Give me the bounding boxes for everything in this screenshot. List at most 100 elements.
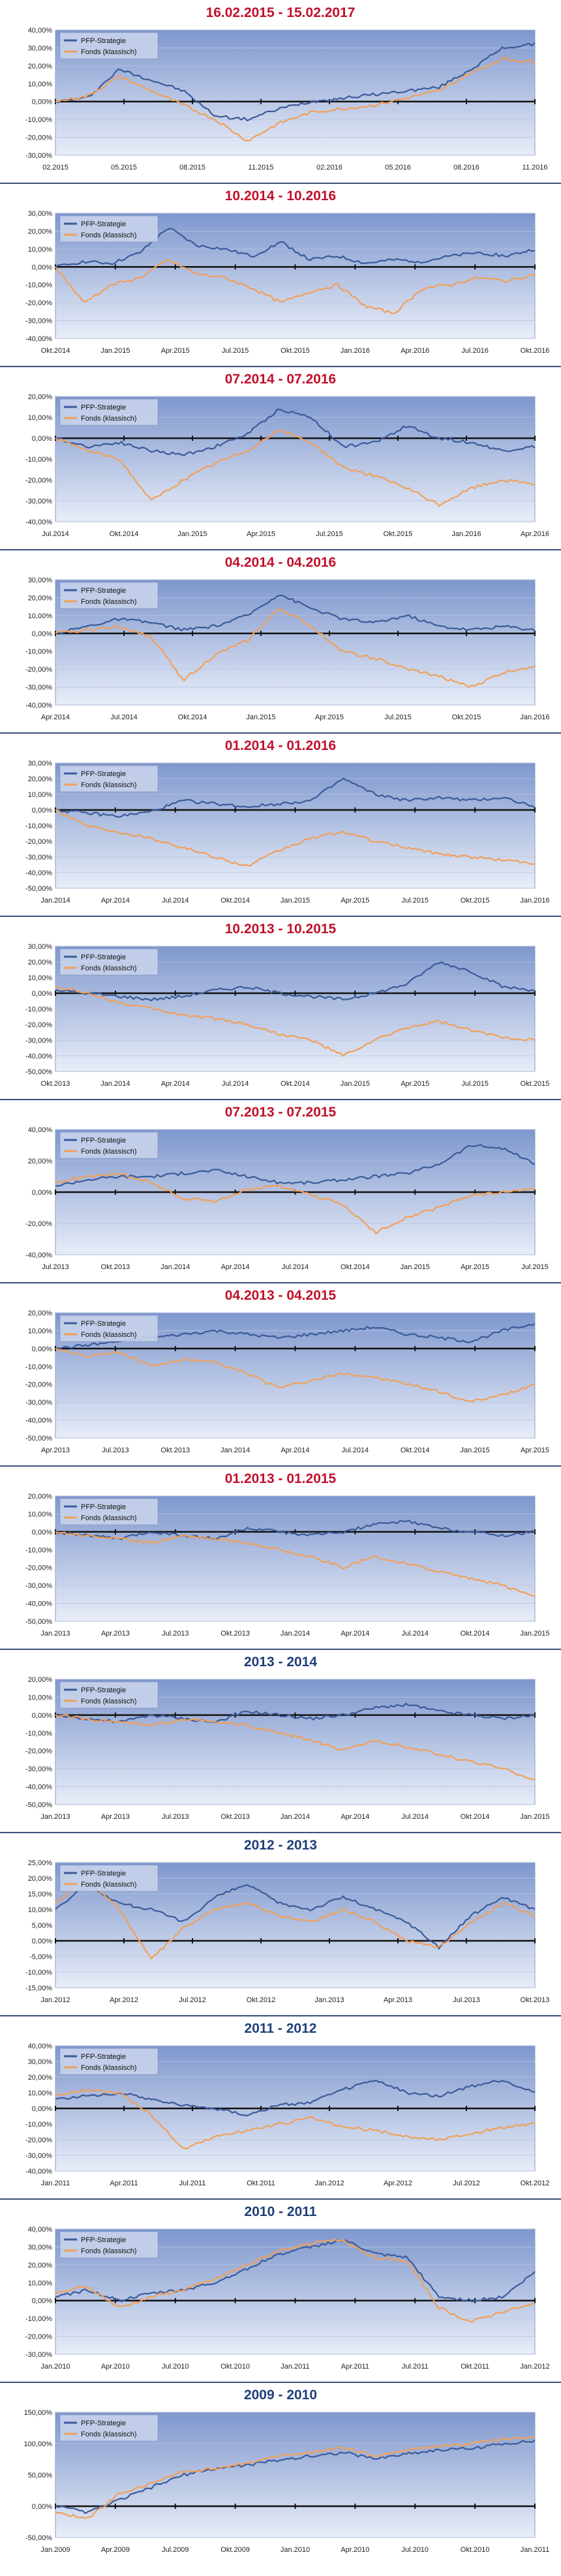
x-tick-label: Jul.2013 xyxy=(453,1996,480,2004)
series-line xyxy=(55,2239,536,2303)
x-tick-label: Jan.2015 xyxy=(280,897,310,905)
x-tick-label: Apr.2011 xyxy=(110,2179,138,2187)
y-tick-label: -10,00% xyxy=(25,1546,52,1554)
x-tick-label: Jan.2009 xyxy=(40,2546,70,2554)
x-tick-label: Jul.2016 xyxy=(461,347,489,355)
x-tick-label: Jan.2014 xyxy=(40,897,70,905)
x-tick-label: Apr.2014 xyxy=(341,1813,369,1821)
y-tick-label: -40,00% xyxy=(25,335,52,343)
x-tick-label: Jan.2015 xyxy=(520,1630,549,1638)
x-tick-label: Jul.2013 xyxy=(162,1813,189,1821)
x-tick-label: Okt.2014 xyxy=(41,347,70,355)
y-tick-label: 20,00% xyxy=(28,1875,53,1883)
legend-label: PFP-Strategie xyxy=(81,37,126,45)
chart-title: 10.2014 - 10.2016 xyxy=(224,188,337,203)
legend-label: Fonds (klassisch) xyxy=(81,2247,137,2255)
x-tick-label: Apr.2011 xyxy=(341,2363,369,2371)
legend-label: PFP-Strategie xyxy=(81,1320,126,1328)
y-tick-label: 20,00% xyxy=(28,594,53,602)
legend-label: Fonds (klassisch) xyxy=(81,232,137,239)
y-tick-label: -40,00% xyxy=(25,1784,52,1791)
y-tick-label: 25,00% xyxy=(28,1859,53,1867)
y-tick-label: 20,00% xyxy=(28,63,53,70)
chart-panel: 01.2014 - 01.2016 30,00% 20,00% 10,00% 0,00%… xyxy=(0,736,561,919)
legend-label: PFP-Strategie xyxy=(81,770,126,778)
chart-panel: 10.2013 - 10.2015 30,00% 20,00% 10,00% 0,00%… xyxy=(0,919,561,1102)
x-tick-label: 11.2015 xyxy=(249,164,274,172)
chart-title: 04.2014 - 04.2016 xyxy=(224,555,337,570)
x-tick-label: Jul.2014 xyxy=(401,1813,429,1821)
y-tick-label: -10,00% xyxy=(25,282,52,290)
y-tick-label: 20,00% xyxy=(28,393,53,401)
y-tick-label: -30,00% xyxy=(25,1582,52,1590)
y-tick-label: 30,00% xyxy=(28,44,53,52)
legend-box xyxy=(59,32,159,59)
y-tick-label: 10,00% xyxy=(28,1510,53,1518)
chart-panel: 04.2014 - 04.2016 30,00% 20,00% 10,00% 0,00%… xyxy=(0,552,561,736)
x-tick-label: Okt.2014 xyxy=(341,1263,370,1271)
x-tick-label: Apr.2012 xyxy=(110,1996,138,2004)
y-tick-label: -20,00% xyxy=(25,2136,52,2144)
series-line xyxy=(55,1876,536,1960)
x-tick-label: Jan.2011 xyxy=(280,2363,309,2371)
x-tick-label: Apr.2010 xyxy=(341,2546,369,2554)
x-tick-label: Apr.2013 xyxy=(41,1446,70,1454)
x-tick-label: Apr.2014 xyxy=(101,897,130,905)
chart-panel: 07.2013 - 07.2015 40,00% 20,00% 0,00% -20,00… xyxy=(0,1102,561,1285)
x-tick-label: Jul.2012 xyxy=(179,1996,206,2004)
series-line xyxy=(55,2239,536,2323)
legend-label: PFP-Strategie xyxy=(81,2419,126,2427)
legend-box xyxy=(59,1865,159,1892)
legend-box xyxy=(59,1681,159,1709)
y-tick-label: -20,00% xyxy=(25,1381,52,1389)
y-tick-label: -30,00% xyxy=(25,1399,52,1407)
series-line xyxy=(55,1714,536,1780)
x-tick-label: Okt.2009 xyxy=(220,2546,250,2554)
y-tick-label: -20,00% xyxy=(25,838,52,846)
chart-title: 2013 - 2014 xyxy=(243,1655,318,1670)
x-tick-label: Okt.2010 xyxy=(220,2363,250,2371)
y-tick-label: -30,00% xyxy=(25,318,52,325)
legend-label: Fonds (klassisch) xyxy=(81,965,137,972)
y-tick-label: 30,00% xyxy=(28,210,53,218)
legend-label: Fonds (klassisch) xyxy=(81,415,137,423)
chart-svg: 40,00% 30,00% 20,00% 10,00% 0,00% -10,00% -20,… xyxy=(25,2043,549,2187)
x-tick-label: Jul.2015 xyxy=(316,530,343,538)
x-tick-label: Jan.2014 xyxy=(100,1080,130,1088)
y-tick-label: -30,00% xyxy=(25,684,52,692)
legend-box xyxy=(59,1498,159,1525)
x-tick-label: Jan.2014 xyxy=(280,1630,310,1638)
y-tick-label: -40,00% xyxy=(25,1251,52,1259)
y-tick-label: 10,00% xyxy=(28,80,53,88)
x-tick-label: Jul.2014 xyxy=(401,1630,429,1638)
legend-label: PFP-Strategie xyxy=(81,2236,126,2244)
x-tick-label: Jan.2016 xyxy=(520,897,549,905)
chart-panel: 10.2014 - 10.2016 30,00% 20,00% 10,00% 0,00%… xyxy=(0,186,561,369)
series-line xyxy=(55,777,536,818)
x-tick-label: Apr.2012 xyxy=(384,2179,412,2187)
chart-svg: 40,00% 30,00% 20,00% 10,00% 0,00% -10,00% -20,… xyxy=(25,2226,550,2371)
y-tick-label: -30,00% xyxy=(25,2152,52,2160)
legend-label: Fonds (klassisch) xyxy=(81,48,137,56)
x-tick-label: Jul.2010 xyxy=(162,2363,189,2371)
panel-divider xyxy=(0,1832,561,1833)
y-tick-label: 0,00% xyxy=(32,2503,52,2511)
chart-panel: 2009 - 2010 150,00% 100,00% 50,00% 0,00% -50,… xyxy=(0,2385,561,2568)
chart-svg: 20,00% 10,00% 0,00% -10,00% -20,00% -30,00% -4… xyxy=(25,1493,550,1638)
panel-divider xyxy=(0,1099,561,1100)
y-tick-label: -10,00% xyxy=(25,1730,52,1737)
y-tick-label: 0,00% xyxy=(32,2298,52,2305)
y-tick-label: -10,00% xyxy=(25,1363,52,1371)
y-tick-label: 0,00% xyxy=(32,630,52,638)
legend-box xyxy=(59,2231,159,2258)
x-tick-label: Okt.2014 xyxy=(461,1813,490,1821)
legend-label: PFP-Strategie xyxy=(81,2053,126,2061)
panel-divider xyxy=(0,1282,561,1283)
legend-label: Fonds (klassisch) xyxy=(81,781,137,789)
chart-panel: 16.02.2015 - 15.02.2017 40,00% 30,00% 20,00… xyxy=(0,3,561,186)
chart-title: 04.2013 - 04.2015 xyxy=(224,1288,337,1303)
chart-svg: 20,00% 10,00% 0,00% -10,00% -20,00% -30,00% -4… xyxy=(25,1676,550,1821)
x-tick-label: 02.2015 xyxy=(42,164,68,172)
y-tick-label: 0,00% xyxy=(32,1712,52,1720)
chart-title: 10.2013 - 10.2015 xyxy=(224,921,337,936)
